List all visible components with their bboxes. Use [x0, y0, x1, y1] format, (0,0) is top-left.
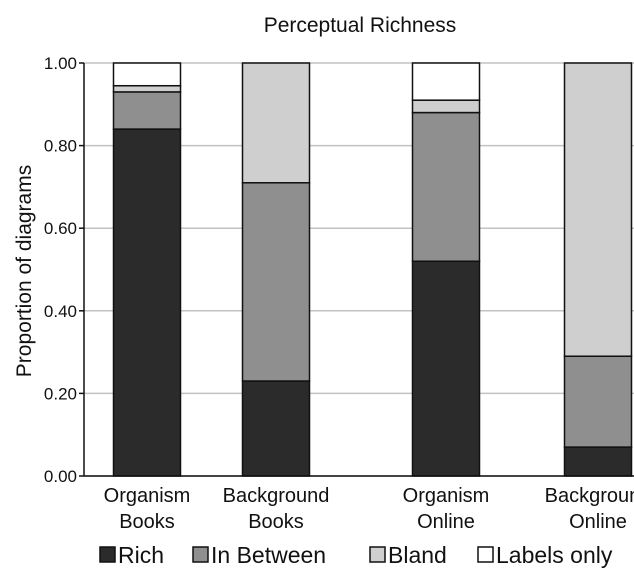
category-label: Organism — [403, 485, 490, 507]
bar-segment-rich — [112, 128, 182, 477]
bar-segment-rich — [241, 380, 311, 477]
bar-segment-bland — [241, 62, 311, 184]
bars — [112, 62, 633, 477]
legend-swatch — [477, 546, 494, 563]
y-tick-label: 0.20 — [44, 384, 77, 403]
legend-label: Labels only — [496, 542, 613, 568]
legend-swatch — [369, 546, 386, 563]
bar-segment-bland — [112, 84, 182, 93]
category-label: Online — [569, 511, 627, 533]
bar-segment-in-between — [241, 182, 311, 382]
bar-segment-in-between — [563, 355, 633, 448]
legend-label: Rich — [118, 542, 164, 568]
bar-segment-in-between — [411, 111, 481, 262]
legend-swatch — [192, 546, 209, 563]
legend-swatch — [99, 546, 116, 563]
bar-segment-bland — [563, 62, 633, 357]
category-label: Books — [119, 511, 175, 533]
category-label: Background — [545, 485, 634, 507]
y-tick-labels: 0.00 0.20 0.40 0.60 0.80 1.00 — [44, 54, 84, 486]
axes — [83, 63, 634, 477]
chart-title: Perceptual Richness — [264, 14, 457, 37]
y-tick-label: 0.60 — [44, 219, 77, 238]
bar-segment-rich — [563, 446, 633, 477]
legend-label: In Between — [211, 542, 326, 568]
y-tick-label: 0.00 — [44, 467, 77, 486]
legend: Rich In Between Bland Labels only — [99, 542, 613, 568]
category-label: Online — [417, 511, 475, 533]
bar-segment-labels-only — [411, 62, 481, 101]
y-axis-label: Proportion of diagrams — [13, 165, 36, 377]
y-tick-label: 0.40 — [44, 302, 77, 321]
bar-segment-labels-only — [112, 62, 182, 87]
category-label: Organism — [104, 485, 191, 507]
bar-segment-in-between — [112, 91, 182, 130]
category-labels: Organism Books Background Books Organism Onli… — [104, 485, 634, 533]
bar-segment-rich — [411, 260, 481, 477]
bar-segment-bland — [411, 99, 481, 114]
legend-label: Bland — [388, 542, 447, 568]
category-label: Books — [248, 511, 304, 533]
y-tick-label: 0.80 — [44, 137, 77, 156]
category-label: Background — [223, 485, 330, 507]
y-tick-label: 1.00 — [44, 54, 77, 73]
